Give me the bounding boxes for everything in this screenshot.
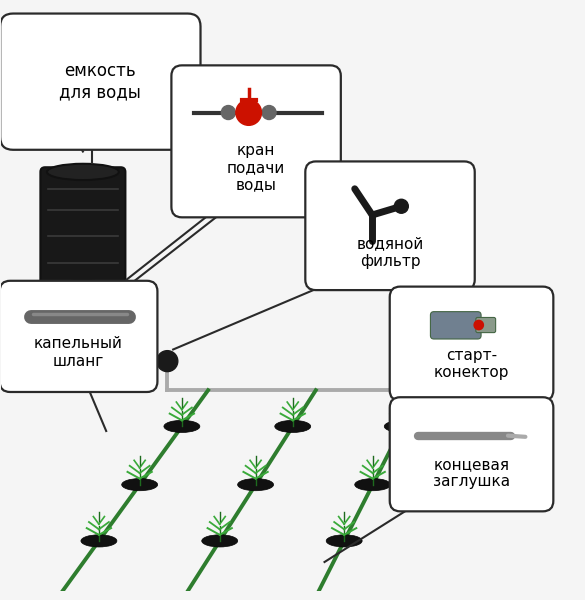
Text: концевая
заглушка: концевая заглушка [433,457,510,489]
Circle shape [112,315,129,331]
FancyBboxPatch shape [40,167,125,293]
Circle shape [221,106,235,119]
Ellipse shape [238,479,274,491]
Ellipse shape [47,164,119,180]
Ellipse shape [81,535,117,547]
Text: капельный
шланг: капельный шланг [34,337,123,369]
Ellipse shape [164,421,200,433]
Text: кран
подачи
воды: кран подачи воды [227,143,285,193]
Circle shape [535,383,550,398]
FancyBboxPatch shape [476,317,495,332]
Text: старт-
конектор: старт- конектор [434,348,510,380]
Ellipse shape [384,421,420,433]
Ellipse shape [326,535,362,547]
FancyBboxPatch shape [48,286,115,376]
Circle shape [157,350,178,371]
Circle shape [394,199,408,213]
FancyBboxPatch shape [390,287,553,401]
FancyBboxPatch shape [390,397,553,511]
Circle shape [474,320,483,329]
FancyBboxPatch shape [431,311,481,339]
Ellipse shape [47,280,119,290]
Ellipse shape [355,479,391,491]
Circle shape [262,106,276,119]
Ellipse shape [275,421,311,433]
FancyBboxPatch shape [0,281,157,392]
FancyBboxPatch shape [0,14,201,150]
Ellipse shape [202,535,238,547]
Circle shape [236,100,261,125]
Ellipse shape [122,479,157,491]
FancyBboxPatch shape [171,65,341,217]
Text: водяной
фильтр: водяной фильтр [356,236,424,269]
Text: емкость
для воды: емкость для воды [60,62,142,101]
FancyBboxPatch shape [305,161,475,290]
